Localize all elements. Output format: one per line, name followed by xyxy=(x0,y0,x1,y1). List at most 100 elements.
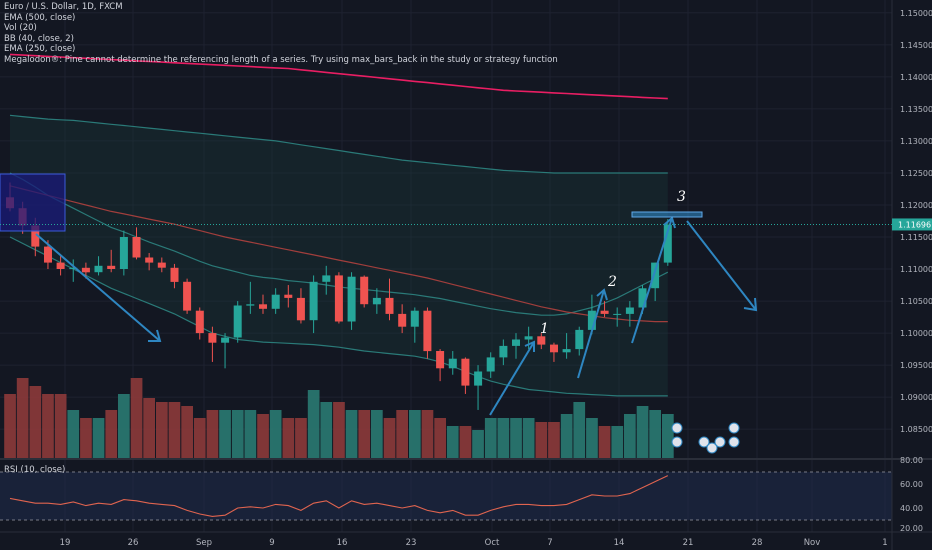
candle-body[interactable] xyxy=(246,304,255,306)
signal-badge-icon[interactable] xyxy=(728,422,740,434)
candle-body[interactable] xyxy=(436,351,445,369)
candle-body[interactable] xyxy=(296,297,305,321)
candle-body[interactable] xyxy=(651,262,660,289)
candle-body[interactable] xyxy=(94,265,103,273)
projection-arrow-down[interactable] xyxy=(686,220,757,311)
candle-body[interactable] xyxy=(613,313,622,315)
candle-body[interactable] xyxy=(537,336,546,345)
resistance-marker[interactable] xyxy=(631,211,703,218)
candle-body[interactable] xyxy=(360,276,369,305)
candle-body[interactable] xyxy=(600,310,609,314)
candle-body[interactable] xyxy=(461,358,470,386)
candle-body[interactable] xyxy=(259,304,267,309)
signal-badge-icon[interactable] xyxy=(714,436,726,448)
last-price-value: 1.11696 xyxy=(898,220,931,229)
candle-body[interactable] xyxy=(322,275,331,282)
volume-bar xyxy=(42,394,54,458)
volume-bar xyxy=(434,418,446,458)
vol-label[interactable]: Vol (20) xyxy=(4,23,37,33)
candle-body[interactable] xyxy=(107,265,116,269)
ema500-label[interactable]: EMA (500, close) xyxy=(4,12,76,23)
wave3-arrow[interactable] xyxy=(631,217,673,344)
candle-body[interactable] xyxy=(157,262,166,268)
candle-body[interactable] xyxy=(334,275,343,322)
candle-body[interactable] xyxy=(233,305,242,338)
signal-badge-icon[interactable] xyxy=(698,436,710,448)
candle-body[interactable] xyxy=(309,281,318,321)
wave2-arrow[interactable] xyxy=(577,289,605,379)
rsi-title[interactable]: RSI (10, close) xyxy=(4,465,66,475)
candle-body[interactable] xyxy=(271,294,280,309)
candle-body[interactable] xyxy=(512,339,520,346)
candle-body[interactable] xyxy=(44,246,52,263)
candle-body[interactable] xyxy=(385,297,394,314)
last-price-tag[interactable] xyxy=(892,218,932,231)
candle-body[interactable] xyxy=(132,237,141,258)
volume-bar xyxy=(54,394,67,458)
candle-body[interactable] xyxy=(372,297,381,305)
candle-body[interactable] xyxy=(499,345,508,358)
volume-bar xyxy=(244,410,257,458)
candle-body[interactable] xyxy=(448,358,457,369)
candle-body[interactable] xyxy=(486,357,495,372)
candle-body[interactable] xyxy=(423,310,432,352)
candle-body[interactable] xyxy=(398,313,407,327)
candle-body[interactable] xyxy=(474,371,483,386)
candle-body[interactable] xyxy=(69,267,78,270)
volume-bar xyxy=(371,410,383,458)
candle-body[interactable] xyxy=(56,262,65,269)
wave1-arrow[interactable] xyxy=(489,341,535,416)
price-tick-label: 1.10000 xyxy=(900,329,932,338)
volume-bars xyxy=(4,378,674,458)
candle-body[interactable] xyxy=(221,337,230,343)
highlight-box[interactable] xyxy=(0,173,66,232)
ema250-label[interactable]: EMA (250, close) xyxy=(4,44,76,54)
price-tick-label: 1.11500 xyxy=(900,233,932,242)
candle-body[interactable] xyxy=(575,329,584,350)
candle-body[interactable] xyxy=(119,237,128,269)
megalodon-warning[interactable]: Megalodon®: Pine cannot determine the re… xyxy=(4,54,558,65)
indicator-legend: Euro / U.S. Dollar, 1D, FXCM EMA (500, c… xyxy=(4,2,558,65)
signal-badge-icon[interactable] xyxy=(706,442,718,454)
candle-body[interactable] xyxy=(550,344,558,353)
wave-label-2: 2 xyxy=(607,274,617,290)
drawings[interactable]: 1 2 3 xyxy=(0,173,758,416)
candle-body[interactable] xyxy=(170,267,179,282)
candle-body[interactable] xyxy=(81,267,90,273)
candle-body[interactable] xyxy=(587,310,596,330)
candle-body[interactable] xyxy=(410,310,419,327)
candle-body[interactable] xyxy=(284,294,293,298)
candle-body[interactable] xyxy=(663,224,672,263)
rsi-band-fill xyxy=(0,472,892,520)
candle-body[interactable] xyxy=(183,281,192,311)
time-tick-label: 9 xyxy=(269,538,274,548)
signal-badge-icon[interactable] xyxy=(728,436,740,448)
candle-body[interactable] xyxy=(145,257,154,263)
volume-bar xyxy=(446,426,459,458)
trend-arrow-down-left[interactable] xyxy=(35,233,161,342)
signal-badge-icon[interactable] xyxy=(671,422,683,434)
volume-bar xyxy=(548,422,560,458)
bb-label[interactable]: BB (40, close, 2) xyxy=(4,33,74,44)
candle-body[interactable] xyxy=(625,307,634,314)
candle-body[interactable] xyxy=(208,333,217,343)
time-tick-label: 14 xyxy=(614,538,625,548)
candle-body[interactable] xyxy=(347,276,356,322)
volume-bar xyxy=(598,426,611,458)
volume-bar xyxy=(257,414,269,458)
candle-body[interactable] xyxy=(195,310,204,334)
symbol-title[interactable]: Euro / U.S. Dollar, 1D, FXCM xyxy=(4,2,123,12)
candles[interactable] xyxy=(6,182,672,410)
time-tick-label: 28 xyxy=(752,538,763,548)
time-tick-label: Sep xyxy=(196,538,212,548)
candle-body[interactable] xyxy=(638,288,647,308)
wave3-arrowhead xyxy=(663,216,676,229)
candle-body[interactable] xyxy=(562,349,571,353)
signal-badge-icon[interactable] xyxy=(671,436,683,448)
signal-badges[interactable] xyxy=(671,422,740,454)
rsi-tick-label: 40.00 xyxy=(900,504,923,513)
candle-body[interactable] xyxy=(31,225,40,247)
candle-body[interactable] xyxy=(524,336,533,340)
